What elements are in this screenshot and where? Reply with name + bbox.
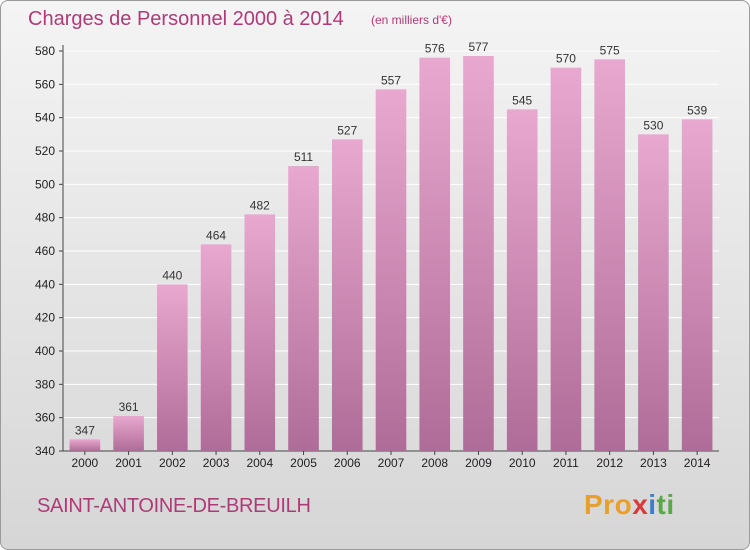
y-tick-label: 440 [35,277,55,291]
bar-2009 [463,56,494,451]
y-tick-label: 500 [35,177,55,191]
commune-name: SAINT-ANTOINE-DE-BREUILH [37,495,311,517]
data-label-2000: 347 [75,423,95,437]
bar-2011 [550,67,582,452]
x-tick-label-2002: 2002 [159,456,186,470]
y-tick-label: 480 [35,211,55,225]
x-tick-label-2008: 2008 [421,456,448,470]
bar-2001 [113,416,144,451]
bar-2007 [375,89,407,451]
data-label-2005: 511 [294,150,313,164]
axes: 340 360 380 400 420 440 460 480 500 520 540 560 580 2… [35,44,719,470]
data-label-2012: 575 [600,43,620,57]
y-tick-label: 400 [35,344,55,358]
logo-part: x [632,489,649,520]
logo-part: i [648,489,657,520]
chart-title: Charges de Personnel 2000 à 2014 [28,8,344,30]
bar-2013 [638,134,669,452]
x-tick-label-2012: 2012 [596,456,623,470]
y-tick-label: 560 [35,77,55,91]
x-tick-label-2006: 2006 [334,456,361,470]
chart-subtitle: (en milliers d'€) [371,13,452,27]
bar-2012 [594,59,625,451]
data-label-2013: 530 [643,118,663,132]
proxiti-logo: Proxiti [584,489,675,521]
data-label-2009: 577 [468,40,488,54]
bar-2003 [200,244,232,451]
data-label-2008: 576 [425,42,445,56]
x-tick-label-2013: 2013 [640,456,667,470]
bars [69,56,713,452]
data-label-2003: 464 [206,228,226,242]
data-label-2002: 440 [162,268,182,282]
x-tick-label-2009: 2009 [465,456,492,470]
data-label-2004: 482 [250,198,270,212]
data-label-2001: 361 [119,400,139,414]
y-tick-label: 340 [35,444,55,458]
logo-part: Pro [584,489,633,520]
y-tick-label: 380 [35,377,55,391]
data-label-2007: 557 [381,73,401,87]
x-tick-label-2005: 2005 [290,456,317,470]
bar-2004 [244,214,276,451]
data-label-2006: 527 [337,123,357,137]
data-label-2011: 570 [556,52,576,66]
bar-2002 [157,284,188,451]
y-tick-label: 540 [35,111,55,125]
x-tick-label-2003: 2003 [203,456,230,470]
x-tick-label-2001: 2001 [115,456,142,470]
data-label-2014: 539 [687,103,707,117]
x-tick-label-2014: 2014 [684,456,711,470]
data-labels: 347 361 440 464 482 511 527 557 576 577 545 570 575 5… [75,40,708,437]
y-tick-label: 360 [35,411,55,425]
x-tick-label-2011: 2011 [553,456,579,470]
y-tick-label: 460 [35,244,55,258]
y-tick-label: 580 [35,44,55,58]
bar-2000 [69,439,101,451]
bar-2010 [506,109,538,451]
logo-part: ti [656,489,675,520]
x-tick-label-2007: 2007 [378,456,405,470]
bar-2008 [419,57,451,452]
x-tick-label-2010: 2010 [509,456,536,470]
y-tick-label: 520 [35,144,55,158]
x-tick-label-2000: 2000 [72,456,99,470]
bar-2005 [288,166,319,451]
bar-2014 [681,119,713,451]
x-tick-label-2004: 2004 [246,456,273,470]
bar-2006 [331,139,363,452]
y-tick-label: 420 [35,311,55,325]
data-label-2010: 545 [512,93,532,107]
